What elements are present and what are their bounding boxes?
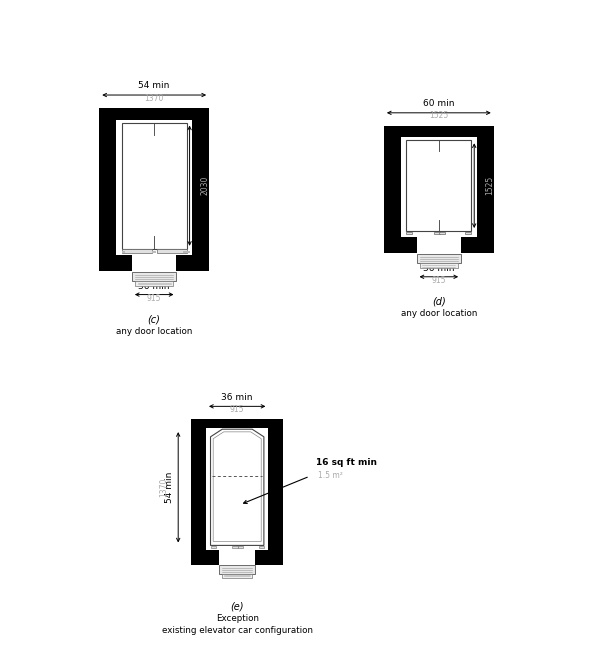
Bar: [434, 231, 440, 234]
Bar: [206, 428, 268, 550]
Text: 915: 915: [432, 276, 446, 285]
Text: 16 sq ft min: 16 sq ft min: [316, 458, 377, 467]
Text: 36 min: 36 min: [221, 393, 253, 402]
Bar: [183, 251, 187, 253]
Bar: [401, 138, 477, 237]
Text: 2030: 2030: [201, 176, 210, 196]
Text: (d): (d): [432, 297, 446, 306]
Polygon shape: [213, 432, 262, 541]
Text: Exception: Exception: [216, 614, 259, 623]
Bar: [466, 231, 471, 234]
Text: any door location: any door location: [401, 310, 477, 318]
Text: 915: 915: [147, 293, 161, 303]
Text: 80 min: 80 min: [194, 170, 203, 201]
Bar: [406, 140, 471, 231]
Bar: [157, 248, 187, 253]
Bar: [439, 231, 445, 234]
Text: 1525: 1525: [486, 176, 495, 196]
Text: 60 min: 60 min: [479, 170, 487, 201]
Bar: [135, 281, 173, 286]
Bar: [122, 251, 125, 253]
Bar: [222, 574, 252, 578]
Text: 54 min: 54 min: [165, 471, 174, 503]
Bar: [416, 254, 461, 263]
Bar: [122, 248, 152, 253]
Bar: [211, 546, 216, 548]
Text: 60 min: 60 min: [423, 99, 455, 108]
Bar: [406, 231, 412, 234]
Polygon shape: [211, 429, 264, 546]
Bar: [132, 254, 177, 272]
Text: 1525: 1525: [429, 111, 448, 121]
Text: 36 min: 36 min: [138, 282, 170, 291]
Bar: [259, 546, 264, 548]
Text: 36 min: 36 min: [423, 264, 455, 273]
Text: 915: 915: [230, 405, 244, 414]
Text: 1370: 1370: [159, 478, 168, 497]
Text: (c): (c): [148, 314, 161, 324]
Bar: [116, 120, 192, 254]
Bar: [384, 126, 493, 254]
Text: 54 min: 54 min: [139, 82, 170, 90]
Text: existing elevator car configuration: existing elevator car configuration: [162, 627, 313, 635]
Bar: [416, 236, 461, 254]
Text: 1370: 1370: [145, 94, 164, 102]
Bar: [232, 546, 238, 548]
Bar: [152, 251, 156, 253]
Bar: [219, 549, 255, 565]
Text: (e): (e): [231, 601, 244, 612]
Bar: [420, 263, 458, 268]
Bar: [132, 272, 177, 281]
Bar: [122, 123, 187, 248]
Text: 1.5 m²: 1.5 m²: [318, 471, 342, 481]
Bar: [99, 108, 209, 271]
Bar: [191, 419, 283, 565]
Bar: [186, 251, 190, 253]
Bar: [219, 565, 255, 574]
Bar: [238, 546, 243, 548]
Text: any door location: any door location: [116, 327, 192, 336]
